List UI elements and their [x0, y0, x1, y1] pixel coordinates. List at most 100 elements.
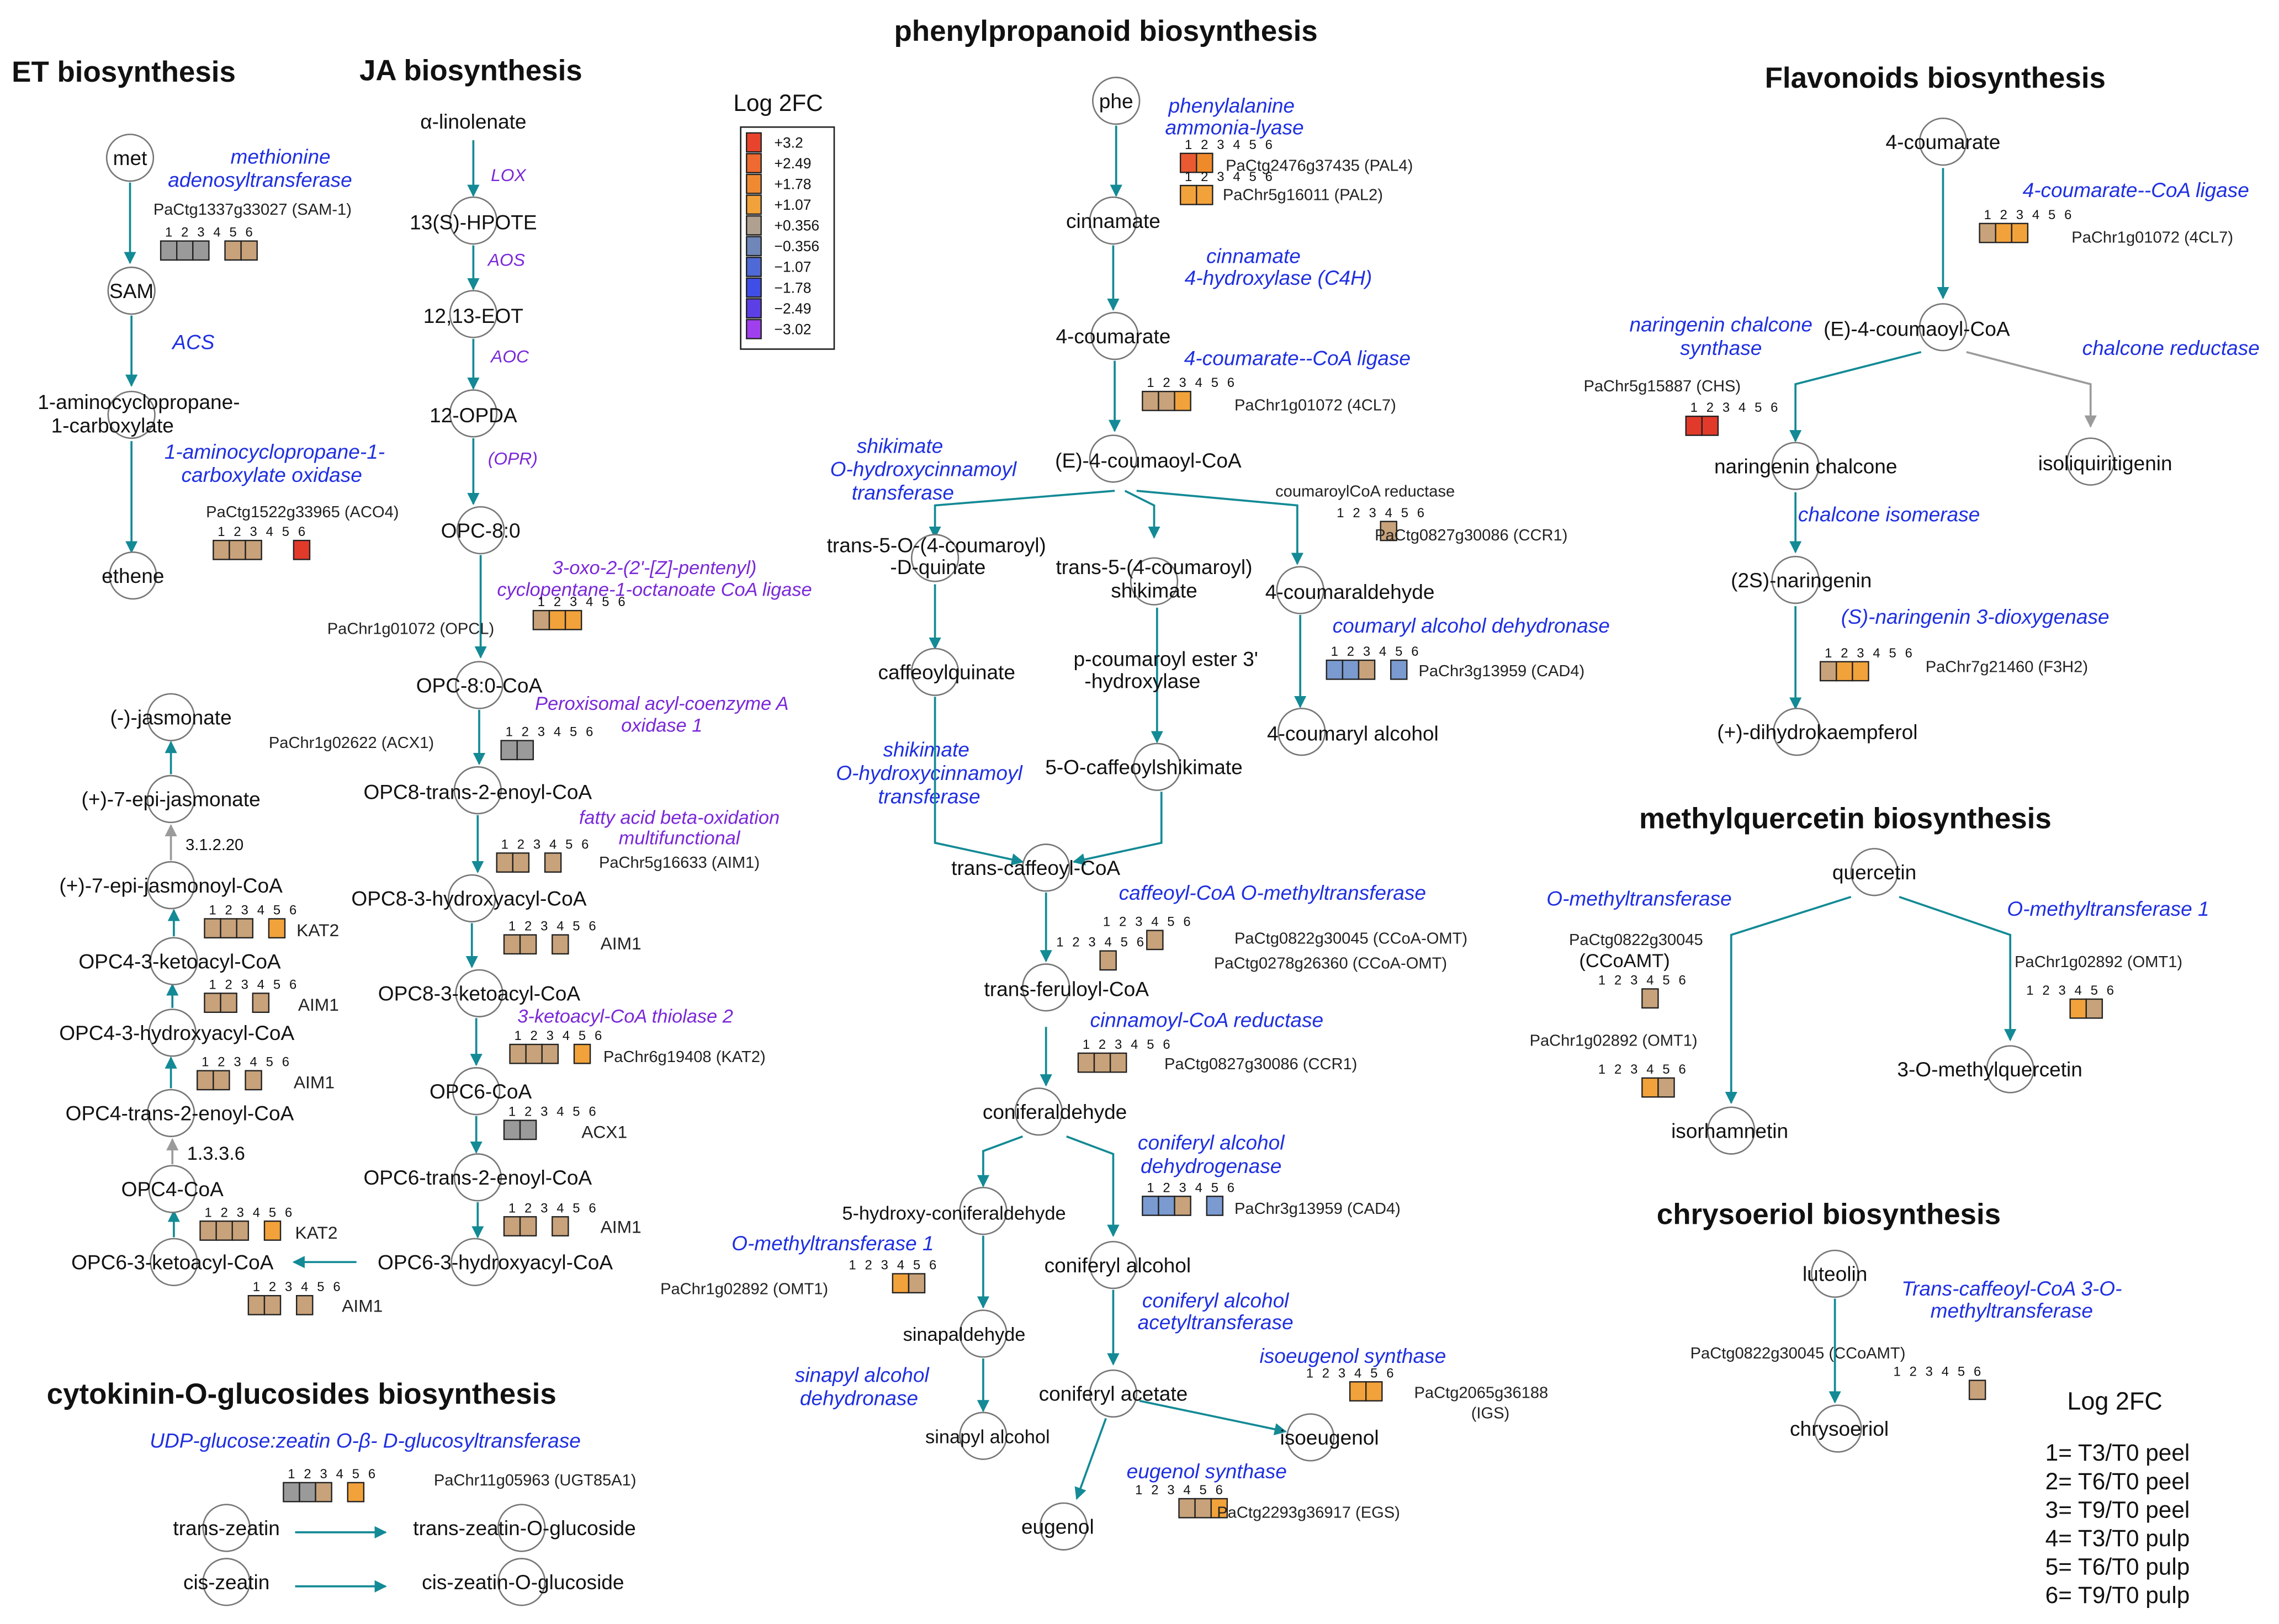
- heatmap-index: 6: [2107, 983, 2114, 998]
- heatmap-index: 4: [257, 903, 264, 918]
- heatmap-index: 2: [225, 977, 232, 992]
- heatmap-index: 4: [1354, 1366, 1361, 1381]
- enzyme-cfat-b: acetyltransferase: [1138, 1310, 1294, 1334]
- node-epijasmonoyl: [146, 861, 195, 910]
- heatmap-index: 3: [234, 1055, 241, 1070]
- label-opc4keto: OPC4-3-ketoacyl-CoA: [78, 949, 281, 973]
- heatmap-cell: [220, 993, 237, 1013]
- heatmap-index: 3: [1630, 1062, 1637, 1077]
- enzyme-sam-b: adenosyltransferase: [168, 168, 352, 192]
- label-ccr: coumaroylCoA reductase: [1275, 483, 1455, 501]
- label-ec3120: 3.1.2.20: [186, 836, 243, 854]
- heatmap-index: 6: [586, 725, 593, 740]
- enzyme-omt-right: O-methyltransferase 1: [2007, 897, 2209, 920]
- heatmap-cell: [552, 934, 569, 955]
- title-chrysoeriol: chrysoeriol biosynthesis: [1657, 1198, 2001, 1231]
- node-opc4hydroxy: [148, 1009, 197, 1057]
- node-caffeoylshik: [1133, 742, 1181, 791]
- label-opc4hydroxy: OPC4-3-hydroxyacyl-CoA: [59, 1021, 294, 1044]
- heatmap-cell: [1349, 1381, 1367, 1402]
- label-transcaffeoyl: trans-caffeoyl-CoA: [951, 856, 1120, 879]
- heatmap-cell: [245, 539, 262, 560]
- heatmap-cell: [1179, 152, 1197, 173]
- heatmap-index: 5: [1889, 646, 1896, 661]
- heatmap-index: 5: [269, 1205, 276, 1220]
- heatmap-cell: [204, 918, 221, 939]
- heatmap-cell: [1358, 659, 1376, 680]
- heatmap-index: 1: [1337, 506, 1344, 521]
- node-opc4trans: [146, 1089, 195, 1138]
- heatmap-cell: [1701, 415, 1719, 436]
- scale-swatch: [746, 194, 762, 215]
- heatmap-index: 4: [1646, 973, 1653, 988]
- heatmap-cell: [1174, 390, 1191, 411]
- gene-cad4-a: PaChr3g13959 (CAD4): [1418, 662, 1584, 680]
- title-et: ET biosynthesis: [12, 56, 236, 88]
- label-linolenate: α-linolenate: [420, 110, 526, 133]
- arrow-coumaoyl-isoliq: [1966, 351, 2097, 428]
- label-shikimate: trans-5-(4-coumaroyl): [1056, 555, 1252, 579]
- heatmap-index: 2: [865, 1258, 872, 1273]
- heatmap-index: 3: [1088, 935, 1095, 950]
- label-epijasmonate: (+)-7-epi-jasmonate: [82, 788, 261, 811]
- key-item: 2= T6/T0 peel: [2045, 1468, 2190, 1494]
- node-luteolin: [1810, 1249, 1859, 1298]
- enzyme-igs: isoeugenol synthase: [1260, 1344, 1446, 1367]
- label-opc6coa: OPC6-CoA: [430, 1080, 532, 1103]
- heatmap-cell: [240, 240, 258, 261]
- heatmap-index: 5: [1958, 1365, 1965, 1379]
- scale-swatch: [746, 215, 762, 236]
- heatmap-cell: [1819, 661, 1837, 682]
- enzyme-shik-c: transferase: [852, 481, 954, 504]
- heatmap-index: 1: [849, 1258, 856, 1273]
- heatmap-cell: [1852, 661, 1869, 682]
- methylquercetin-section: quercetin O-methyltransferase O-methyltr…: [1530, 848, 2209, 1155]
- chrysoeriol-section: luteolin Trans-caffeoyl-CoA 3-O- methylt…: [1690, 1249, 2122, 1453]
- heatmap-index: 2: [2000, 208, 2007, 222]
- label-quinate-b: -D-quinate: [890, 555, 985, 579]
- heatmap-index: 3: [241, 977, 248, 992]
- heatmap-cell: [496, 852, 514, 873]
- heatmap-index: 5: [1370, 1366, 1377, 1381]
- gene-pal4: PaCtg2476g37435 (PAL4): [1226, 157, 1413, 175]
- heatmap-cell: [519, 1119, 537, 1140]
- node-coumarate: [1090, 311, 1139, 360]
- heatmap-index: 1: [253, 1280, 260, 1294]
- label-naringenin: (2S)-naringenin: [1731, 569, 1872, 592]
- enzyme-opcl: 3-oxo-2-(2'-[Z]-pentenyl): [553, 558, 757, 579]
- heatmap-index: 6: [1771, 400, 1778, 415]
- scale-value: +0.356: [774, 217, 819, 234]
- heatmap-index: 4: [549, 837, 556, 852]
- heatmap-index: 5: [1249, 169, 1256, 184]
- gene-ccr1-b: PaCtg0827g30086 (CCR1): [1164, 1055, 1357, 1073]
- heatmap-index: 2: [221, 1205, 228, 1220]
- heatmap-index: 5: [2048, 208, 2055, 222]
- heatmap-index: 2: [1099, 1037, 1106, 1052]
- heatmap-index: 3: [1926, 1365, 1933, 1379]
- gene-omt1-a: PaChr1g02892 (OMT1): [660, 1281, 828, 1298]
- node-opc8keto: [455, 969, 504, 1018]
- heatmap-index: 4: [1379, 644, 1386, 659]
- label-aim1-f: AIM1: [298, 995, 339, 1015]
- heatmap-index: 1: [1056, 935, 1063, 950]
- heatmap-index: 6: [2064, 208, 2071, 222]
- title-methylquercetin: methylquercetin biosynthesis: [1639, 802, 2052, 835]
- heatmap-cell: [252, 993, 270, 1013]
- scale-value: +1.78: [774, 176, 811, 192]
- heatmap-index: 6: [1137, 935, 1144, 950]
- heatmap-index: 1: [1103, 915, 1110, 930]
- heatmap-index: 3: [1723, 400, 1730, 415]
- heatmap-index: 6: [1265, 169, 1273, 184]
- label-sinapylalc: sinapyl alcohol: [925, 1426, 1050, 1447]
- node-coumarylalc: [1278, 708, 1326, 756]
- node-opc8hydroxy: [448, 874, 496, 923]
- enzyme-pal: phenylalanine: [1168, 94, 1295, 117]
- heatmap-cell: [1158, 390, 1175, 411]
- heatmap-cell: [2069, 998, 2087, 1019]
